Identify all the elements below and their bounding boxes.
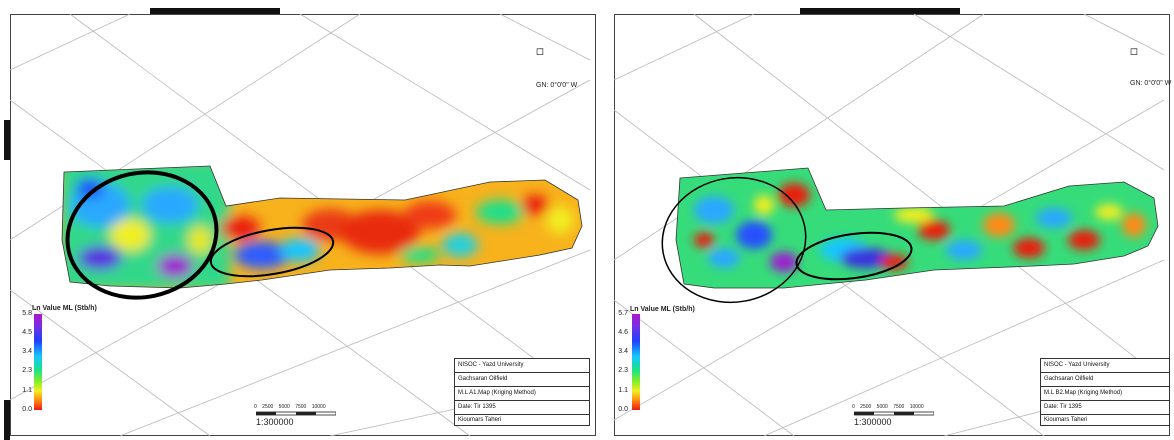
legend-title: Ln Value ML (Stb/h) — [630, 306, 695, 313]
title-block-line: M.L A1.Map (Kriging Method) — [455, 387, 589, 401]
frame-edge — [800, 8, 960, 14]
highlight-ellipse — [209, 226, 335, 278]
legend-tick: 2.3 — [22, 367, 32, 374]
title-block-line: Date: Tir 1395 — [1041, 401, 1169, 415]
frame-edge — [4, 400, 10, 440]
legend-tick: 1.1 — [618, 387, 628, 394]
title-block-line: Gachsaran Oilfield — [1041, 373, 1169, 387]
title-block-line: Kioumars Taheri — [1044, 417, 1088, 423]
scale-ratio: 1:300000 — [854, 417, 892, 427]
map-frame — [614, 14, 1170, 436]
legend-tick: 4.5 — [22, 329, 32, 336]
map-panel-b2: ◇ GN: 0°0'0" W Ln Value ML (Stb/h) 5.7 4… — [604, 0, 1174, 440]
title-block-line: NISOC - Yazd University — [1041, 359, 1169, 373]
legend-colorbar — [632, 314, 640, 410]
map-frame — [10, 14, 596, 436]
frame-edge — [150, 8, 280, 14]
legend-colorbar — [34, 314, 42, 410]
map-canvas — [613, 13, 1165, 437]
scale-ratio: 1:300000 — [256, 417, 294, 427]
scale-numbers: 0 2500 5000 7500 10000 — [852, 404, 924, 410]
title-block-line: Kioumars Taheri — [458, 417, 502, 423]
legend-tick: 5.7 — [618, 310, 628, 317]
title-block-line: Date: Tir 1395 — [455, 401, 589, 415]
title-block: NISOC - Yazd University Gachsaran Oilfie… — [1040, 358, 1170, 426]
legend-tick: 0.0 — [618, 406, 628, 413]
scale-bar — [854, 411, 934, 416]
ml-field — [676, 168, 1158, 288]
north-label: GN: 0°0'0" W — [1130, 80, 1172, 87]
title-block-line: M.L B2.Map (Kriging Method) — [1041, 387, 1169, 401]
highlight-ellipse — [795, 231, 913, 281]
north-label: GN: 0°0'0" W — [536, 82, 578, 89]
legend-title: Ln Value ML (Stb/h) — [32, 305, 97, 312]
scale-bar — [256, 411, 336, 416]
legend-tick: 0.0 — [22, 406, 32, 413]
highlight-ellipse — [661, 176, 807, 304]
frame-edge — [4, 120, 10, 160]
title-block-line: NISOC - Yazd University — [455, 359, 589, 373]
map-canvas — [9, 13, 591, 437]
scale-numbers: 0 2500 5000 7500 10000 — [254, 404, 326, 410]
legend-tick: 3.4 — [618, 348, 628, 355]
legend-tick: 5.8 — [22, 310, 32, 317]
title-block-line: Gachsaran Oilfield — [455, 373, 589, 387]
legend-tick: 2.3 — [618, 367, 628, 374]
legend-tick: 1.1 — [22, 387, 32, 394]
title-block: NISOC - Yazd University Gachsaran Oilfie… — [454, 358, 590, 426]
legend-tick: 4.6 — [618, 329, 628, 336]
highlight-ellipse — [65, 170, 219, 300]
map-panel-a1: ◇ GN: 0°0'0" W Ln Value ML (Stb/h) 5.8 4… — [4, 8, 596, 440]
legend-tick: 3.4 — [22, 348, 32, 355]
